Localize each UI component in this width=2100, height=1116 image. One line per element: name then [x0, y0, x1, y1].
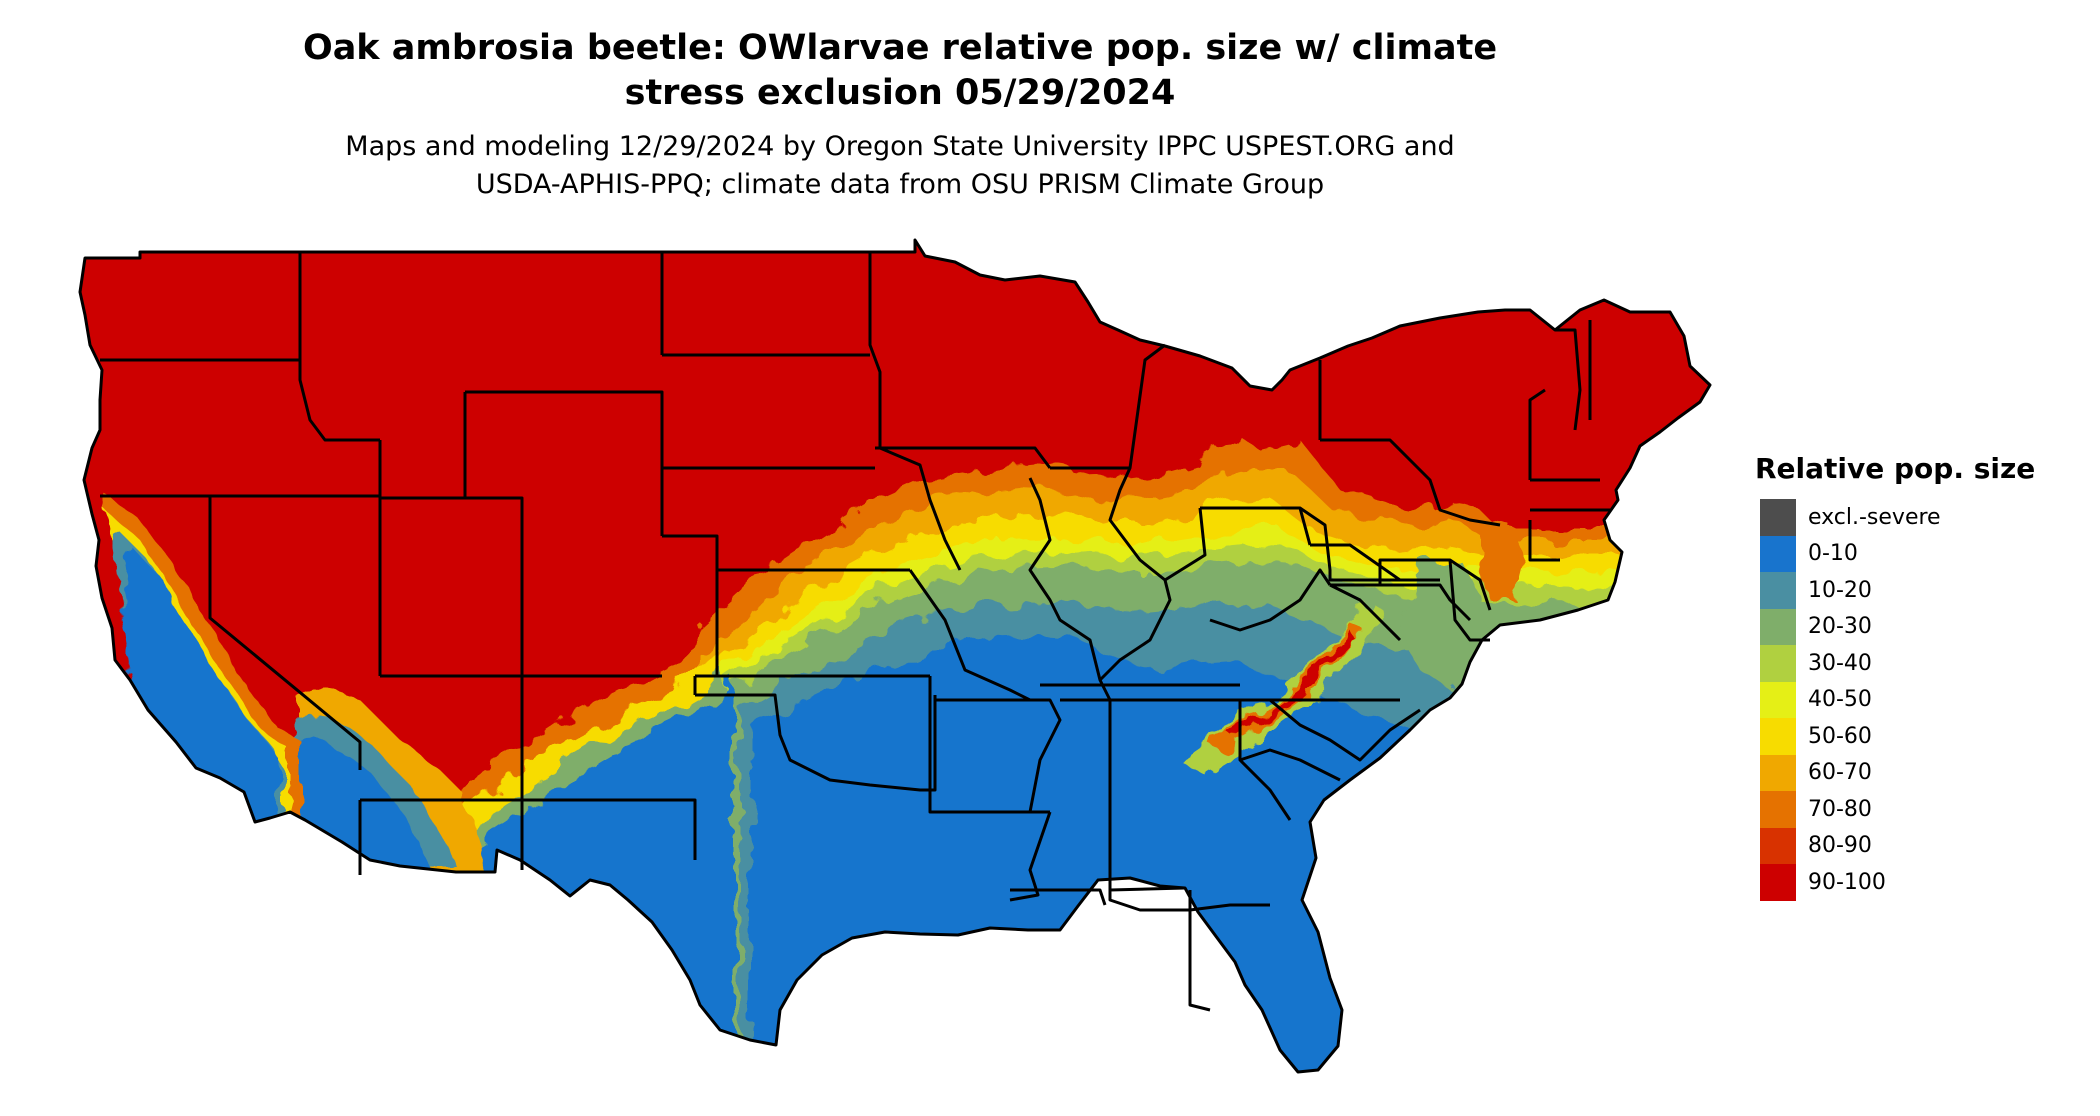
map-title-line-2: stress exclusion 05/29/2024 — [624, 73, 1176, 113]
legend-swatch — [1760, 535, 1796, 572]
legend-swatch — [1760, 681, 1796, 718]
delmarva-zone-20-30 — [1400, 560, 1490, 690]
map-subtitle: Maps and modeling 12/29/2024 by Oregon S… — [0, 128, 1800, 204]
legend-label: 10-20 — [1808, 577, 1872, 603]
legend-item: excl.-severe — [1760, 499, 2035, 536]
legend-swatch — [1760, 572, 1796, 609]
map-subtitle-line-2: USDA-APHIS-PPQ; climate data from OSU PR… — [475, 169, 1325, 200]
us-map — [78, 238, 1712, 1074]
legend-item: 60-70 — [1760, 754, 2035, 791]
legend-label: 40-50 — [1808, 687, 1872, 713]
north-coast-zone-70-80 — [1480, 520, 1525, 600]
appalachian-zone-90-100 — [1230, 632, 1356, 740]
legend-swatch — [1760, 608, 1796, 645]
legend: Relative pop. size excl.-severe 0-10 10-20… — [1755, 452, 2035, 901]
legend-label: 80-90 — [1808, 833, 1872, 859]
legend-swatch — [1760, 645, 1796, 682]
legend-item: 70-80 — [1760, 791, 2035, 828]
legend-title: Relative pop. size — [1755, 452, 2036, 485]
map-subtitle-line-1: Maps and modeling 12/29/2024 by Oregon S… — [345, 131, 1455, 162]
legend-swatch — [1760, 827, 1796, 864]
legend-label: 90-100 — [1808, 869, 1886, 895]
appalachian-zone-70-80 — [1210, 625, 1364, 752]
us-outline — [78, 238, 1712, 1074]
legend-item: 30-40 — [1760, 645, 2035, 682]
legend-label: 0-10 — [1808, 541, 1858, 567]
legend-swatch — [1760, 754, 1796, 791]
legend-items: excl.-severe 0-10 10-20 20-30 30-40 40-50 50-6… — [1760, 499, 2035, 901]
map-title: Oak ambrosia beetle: OWlarvae relative p… — [0, 26, 1800, 116]
legend-item: 50-60 — [1760, 718, 2035, 755]
legend-label: 20-30 — [1808, 614, 1872, 640]
legend-swatch — [1760, 864, 1796, 901]
state-borders — [78, 238, 1712, 1074]
legend-item: 0-10 — [1760, 535, 2035, 572]
legend-label: 60-70 — [1808, 760, 1872, 786]
legend-label: excl.-severe — [1808, 504, 1941, 530]
legend-swatch — [1760, 499, 1796, 536]
map-title-line-1: Oak ambrosia beetle: OWlarvae relative p… — [302, 28, 1498, 68]
legend-swatch — [1760, 718, 1796, 755]
legend-label: 50-60 — [1808, 723, 1872, 749]
legend-label: 30-40 — [1808, 650, 1872, 676]
legend-label: 70-80 — [1808, 796, 1872, 822]
legend-item: 80-90 — [1760, 827, 2035, 864]
legend-item: 40-50 — [1760, 681, 2035, 718]
legend-item: 20-30 — [1760, 608, 2035, 645]
zone-0-10 — [750, 638, 1710, 1072]
legend-swatch — [1760, 791, 1796, 828]
legend-item: 90-100 — [1760, 864, 2035, 901]
legend-item: 10-20 — [1760, 572, 2035, 609]
